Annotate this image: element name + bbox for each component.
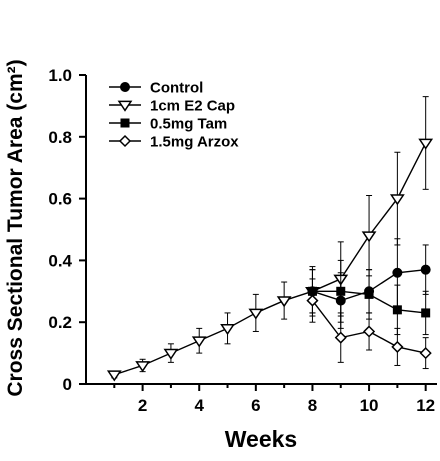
data-point: [419, 347, 432, 360]
legend-marker: [120, 118, 130, 128]
y-tick-label: 0.6: [48, 190, 72, 209]
y-axis-title: Cross Sectional Tumor Area (cm²): [4, 59, 27, 396]
y-tick-label: 0: [63, 375, 72, 394]
data-point: [106, 370, 122, 382]
x-tick-label: 6: [251, 396, 260, 415]
data-point: [220, 324, 235, 336]
data-point: [334, 331, 347, 344]
data-point: [163, 348, 179, 360]
data-point: [392, 305, 402, 315]
data-point: [363, 325, 376, 338]
x-axis-title: Weeks: [225, 426, 297, 452]
data-point: [361, 231, 377, 243]
legend-label: Control: [150, 80, 203, 97]
y-tick-label: 0.4: [48, 251, 72, 270]
x-tick-label: 12: [416, 396, 435, 415]
legend-marker: [117, 100, 133, 112]
data-point: [418, 138, 434, 150]
legend-marker: [120, 82, 130, 92]
legend-marker: [118, 134, 132, 148]
data-point: [392, 267, 403, 278]
legend-label: 1.5mg Arzox: [150, 134, 239, 151]
legend-label: 1cm E2 Cap: [150, 98, 235, 115]
data-point: [135, 361, 151, 373]
data-point: [276, 296, 292, 308]
axis-ticks: 0 0.2 0.4 0.6 0.8 1.0 2 4 6 8 10 12: [48, 66, 435, 415]
data-point: [420, 264, 431, 275]
x-tick-label: 4: [194, 396, 204, 415]
data-point: [248, 308, 264, 320]
x-tick-label: 2: [138, 396, 147, 415]
axes: [85, 75, 437, 385]
y-tick-label: 0.2: [48, 313, 72, 332]
data-point: [336, 286, 346, 296]
y-tick-label: 1.0: [48, 66, 72, 85]
legend-label: 0.5mg Tam: [150, 116, 227, 133]
x-tick-label: 10: [360, 396, 379, 415]
data-point: [421, 308, 431, 318]
series-line: [114, 142, 427, 376]
y-tick-label: 0.8: [48, 128, 72, 147]
series-1-5mg-arzox: [306, 278, 432, 370]
data-point: [191, 336, 207, 348]
data-point: [306, 294, 319, 307]
data-point: [389, 194, 405, 206]
x-tick-label: 8: [308, 396, 317, 415]
data-point: [391, 340, 404, 353]
data-point: [364, 289, 374, 299]
series-layer: [106, 96, 434, 382]
